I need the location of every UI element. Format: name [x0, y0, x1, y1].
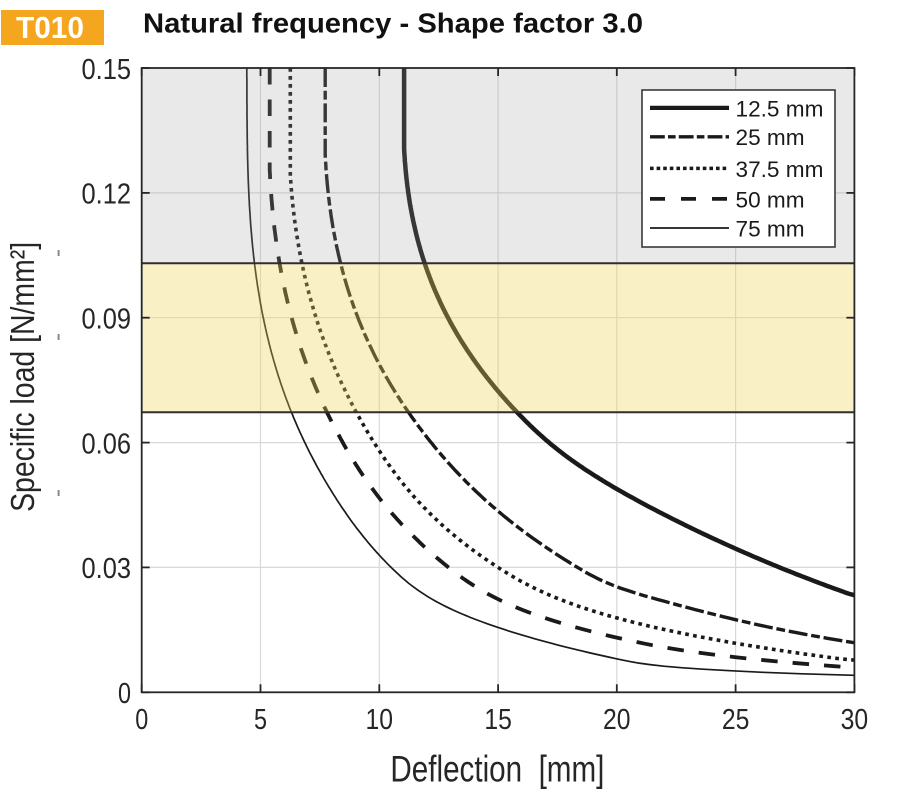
svg-text:Specific load [N/mm²]: Specific load [N/mm²] — [5, 242, 42, 512]
svg-text:25 mm: 25 mm — [736, 125, 805, 150]
svg-text:75 mm: 75 mm — [736, 216, 805, 241]
svg-text:50 mm: 50 mm — [736, 187, 805, 212]
svg-text:12.5 mm: 12.5 mm — [736, 96, 824, 121]
svg-text:0.06: 0.06 — [82, 428, 132, 460]
svg-text:15: 15 — [484, 704, 512, 736]
svg-text:0.03: 0.03 — [82, 553, 132, 585]
svg-text:0: 0 — [118, 678, 131, 710]
svg-text:T010: T010 — [16, 10, 84, 45]
svg-text:0.15: 0.15 — [82, 54, 132, 86]
svg-text:5: 5 — [254, 704, 267, 736]
svg-text:20: 20 — [603, 704, 631, 736]
svg-text:Deflection [mm]: Deflection [mm] — [390, 749, 604, 790]
svg-text:25: 25 — [722, 704, 750, 736]
svg-text:10: 10 — [366, 704, 394, 736]
svg-text:37.5 mm: 37.5 mm — [736, 157, 824, 182]
svg-text:0.12: 0.12 — [82, 179, 132, 211]
svg-text:30: 30 — [841, 704, 869, 736]
svg-text:Natural frequency - Shape fact: Natural frequency - Shape factor 3.0 — [143, 8, 643, 39]
svg-text:0.09: 0.09 — [82, 304, 132, 336]
svg-text:0: 0 — [135, 704, 148, 736]
